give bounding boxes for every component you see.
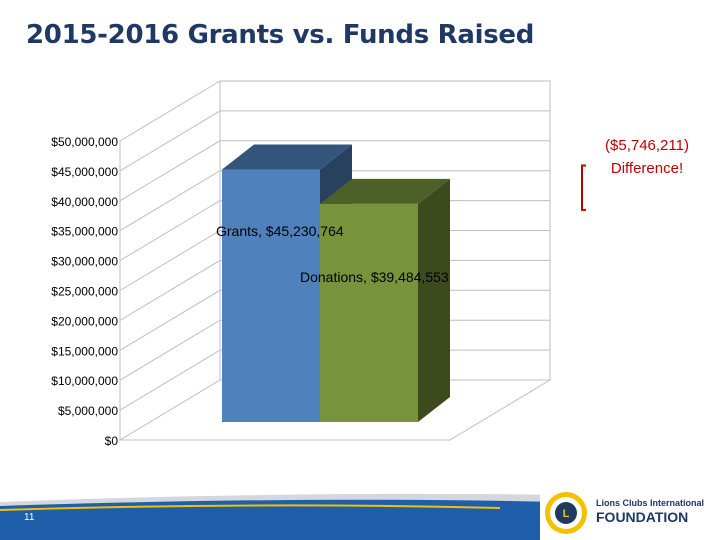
y-tick-label: $5,000,000 xyxy=(58,404,118,418)
y-tick-label: $40,000,000 xyxy=(51,195,118,209)
logo-text-line1: Lions Clubs International xyxy=(596,498,705,508)
y-tick-label: $35,000,000 xyxy=(51,225,118,239)
difference-amount: ($5,746,211) xyxy=(605,137,689,154)
gridline xyxy=(119,110,550,172)
bar-grants xyxy=(222,169,320,422)
page-number: 11 xyxy=(24,512,35,523)
bar-donations xyxy=(320,203,418,422)
y-tick-label: $10,000,000 xyxy=(51,374,118,388)
gridline xyxy=(119,170,550,232)
data-label-grants: Grants, $45,230,764 xyxy=(216,223,344,239)
y-tick-label: $50,000,000 xyxy=(51,135,118,149)
gridline xyxy=(119,80,550,142)
difference-label: Difference! xyxy=(611,160,683,177)
bar-side-donations xyxy=(418,178,450,422)
y-tick-label: $30,000,000 xyxy=(51,255,118,269)
data-label-donations: Donations, $39,484,553 xyxy=(300,269,449,285)
logo-text-line2: FOUNDATION xyxy=(596,509,689,525)
difference-bracket xyxy=(581,164,586,211)
y-tick-label: $25,000,000 xyxy=(51,285,118,299)
y-tick-label: $45,000,000 xyxy=(51,165,118,179)
bar-chart: $0 $5,000,000 $10,000,000 $15,000,000 $20,00… xyxy=(51,80,689,448)
y-tick-label: $15,000,000 xyxy=(51,344,118,358)
slide-title: 2015-2016 Grants vs. Funds Raised xyxy=(26,20,535,50)
bar-top-grants xyxy=(222,144,352,170)
bar-top-donations xyxy=(320,178,450,204)
footer-band: L xyxy=(0,492,720,540)
svg-text:L: L xyxy=(563,508,570,520)
gridline xyxy=(119,140,550,202)
lions-logo-icon: L xyxy=(545,492,587,534)
y-tick-label: $0 xyxy=(105,434,119,448)
y-tick-label: $20,000,000 xyxy=(51,314,118,328)
